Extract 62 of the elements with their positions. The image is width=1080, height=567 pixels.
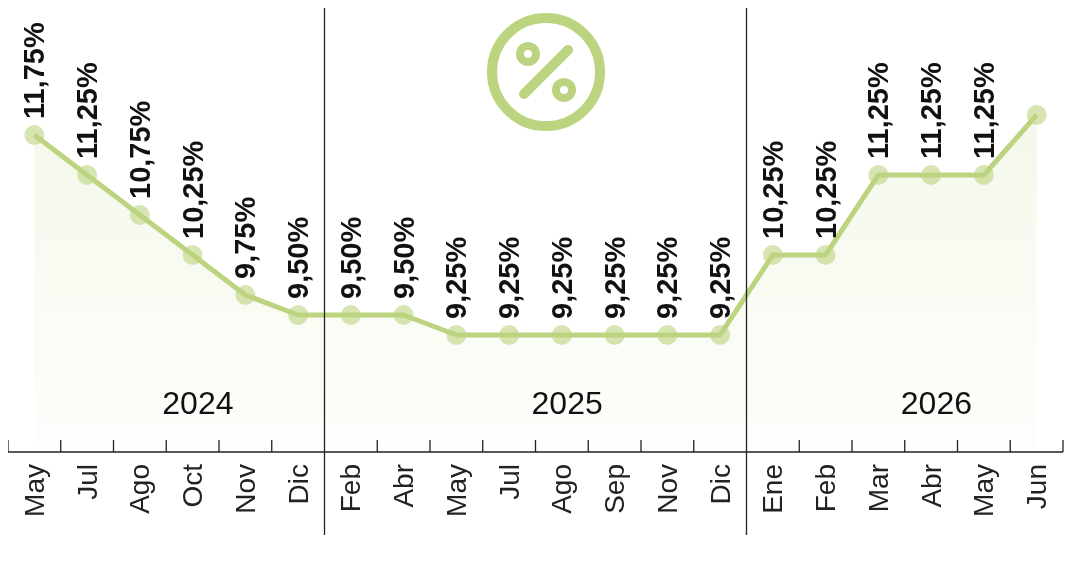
point	[868, 164, 889, 185]
x-tick-label: Jul	[493, 464, 525, 500]
point	[24, 124, 45, 145]
x-tick-label: Dic	[282, 464, 314, 505]
x-tick-label: Jul	[71, 464, 103, 500]
point	[1026, 104, 1047, 125]
annotation: 2026	[900, 385, 972, 421]
x-tick-label: May	[18, 464, 50, 517]
x-tick-label: Ago	[546, 464, 578, 514]
data-label: 11,25%	[915, 62, 948, 159]
data-label: 10,25%	[176, 140, 209, 239]
x-tick-label: Nov	[651, 464, 683, 514]
x-tick-label: Feb	[335, 464, 367, 513]
x-tick-label: Abr	[915, 464, 947, 508]
data-label: 11,25%	[71, 62, 104, 159]
point	[921, 164, 942, 185]
data-label: 9,50%	[387, 216, 420, 299]
x-tick-label: Ene	[757, 464, 789, 514]
data-label: 10,25%	[756, 140, 789, 239]
x-tick-label: Abr	[388, 464, 420, 508]
point	[551, 324, 572, 345]
point	[604, 324, 625, 345]
data-label: 9,25%	[651, 236, 684, 319]
point	[973, 164, 994, 185]
data-label: 11,25%	[862, 62, 895, 159]
point	[393, 304, 414, 325]
point	[762, 244, 783, 265]
x-tick-label: Mar	[862, 464, 894, 513]
data-label: 9,25%	[704, 236, 737, 319]
point	[446, 324, 467, 345]
annotation: 2025	[531, 385, 603, 421]
point	[815, 244, 836, 265]
annotation: 2024	[162, 385, 234, 421]
point	[710, 324, 731, 345]
data-label: 9,25%	[598, 236, 631, 319]
point	[288, 304, 309, 325]
point	[657, 324, 678, 345]
point	[499, 324, 520, 345]
data-label: 10,25%	[809, 140, 842, 239]
point	[77, 164, 98, 185]
x-tick-label: Feb	[810, 464, 842, 513]
data-label: 11,75%	[18, 22, 51, 119]
x-tick-label: Ago	[124, 464, 156, 514]
data-label: 10,75%	[123, 100, 156, 199]
x-tick-label: Oct	[177, 463, 209, 508]
point	[235, 284, 256, 305]
x-tick-label: Jun	[1021, 464, 1053, 510]
data-label: 9,25%	[440, 236, 473, 319]
x-tick-label: Sep	[599, 464, 631, 514]
x-tick-label: Nov	[229, 464, 261, 514]
data-label: 9,50%	[334, 216, 367, 299]
data-label: 9,50%	[282, 216, 315, 299]
x-tick-label: May	[968, 464, 1000, 517]
data-label: 9,75%	[229, 196, 262, 279]
data-label: 11,25%	[967, 62, 1000, 159]
x-tick-label: May	[440, 464, 472, 517]
point	[340, 304, 361, 325]
x-tick-label: Dic	[704, 464, 736, 505]
data-label: 9,25%	[493, 236, 526, 319]
point	[129, 204, 150, 225]
data-label: 9,25%	[545, 236, 578, 319]
point	[182, 244, 203, 265]
